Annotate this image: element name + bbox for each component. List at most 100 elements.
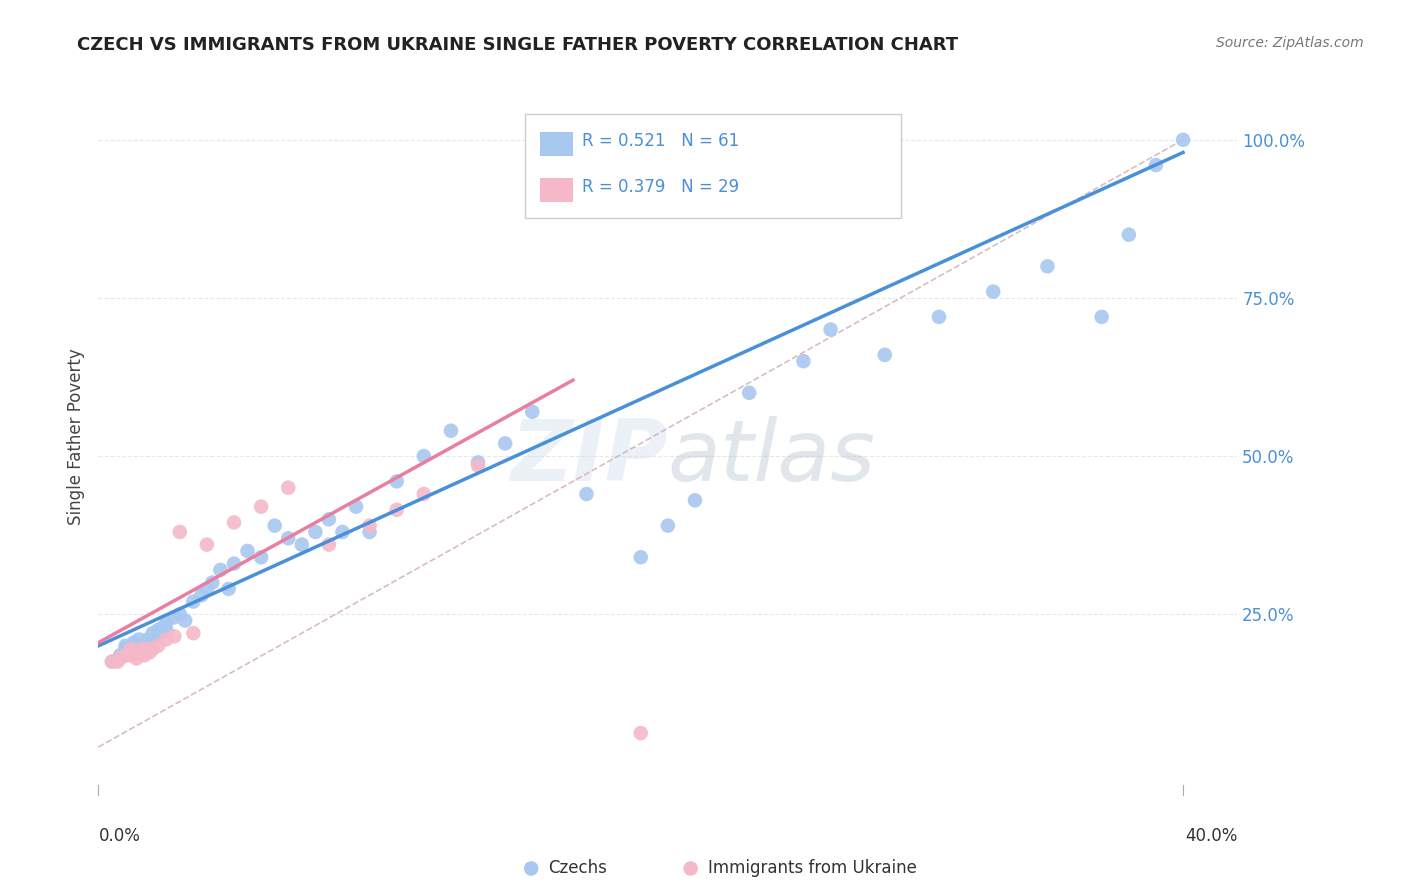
Point [928, 310, 950, 324]
Point [318, 538, 340, 552]
Point [108, 648, 131, 663]
Point [125, 651, 148, 665]
Point [101, 655, 124, 669]
Point [1118, 227, 1140, 242]
Point [218, 582, 240, 596]
Point [1118, 841, 1140, 855]
Point [250, 550, 273, 565]
Point [195, 538, 218, 552]
Point [209, 563, 232, 577]
Point [630, 726, 652, 740]
Text: R = 0.521   N = 61: R = 0.521 N = 61 [582, 132, 740, 150]
Point [142, 642, 165, 657]
Point [792, 354, 814, 368]
Point [108, 651, 131, 665]
Point [575, 487, 598, 501]
Point [820, 322, 842, 336]
Point [277, 481, 299, 495]
Point [344, 500, 367, 514]
Point [101, 655, 124, 669]
Point [114, 639, 136, 653]
Point [304, 524, 326, 539]
Point [201, 575, 224, 590]
Point [195, 582, 218, 596]
Text: 0.0%: 0.0% [98, 827, 141, 845]
Point [318, 512, 340, 526]
Text: ZIP: ZIP [510, 417, 668, 500]
Point [1091, 310, 1114, 324]
Point [277, 531, 299, 545]
Point [1171, 133, 1194, 147]
Text: Immigrants from Ukraine: Immigrants from Ukraine [707, 860, 917, 878]
FancyBboxPatch shape [526, 113, 901, 218]
Point [142, 629, 165, 643]
Point [236, 544, 259, 558]
Point [359, 518, 381, 533]
Point [136, 632, 159, 647]
Point [873, 348, 896, 362]
Point [122, 648, 145, 663]
Point [114, 648, 136, 663]
Point [131, 642, 153, 657]
FancyBboxPatch shape [540, 133, 574, 156]
Point [359, 524, 381, 539]
Point [630, 550, 652, 565]
Point [139, 645, 162, 659]
Point [155, 616, 177, 631]
Point [169, 524, 191, 539]
Point [657, 518, 679, 533]
Point [120, 642, 142, 657]
Point [981, 285, 1004, 299]
Point [131, 642, 153, 657]
Point [163, 610, 186, 624]
Text: Source: ZipAtlas.com: Source: ZipAtlas.com [1216, 36, 1364, 50]
Text: atlas: atlas [668, 417, 876, 500]
Point [467, 455, 489, 469]
Point [136, 642, 159, 657]
Point [145, 629, 167, 643]
Point [494, 436, 516, 450]
Point [114, 642, 136, 657]
FancyBboxPatch shape [540, 178, 574, 202]
Text: 40.0%: 40.0% [1185, 827, 1237, 845]
Point [412, 487, 434, 501]
Point [122, 635, 145, 649]
Point [222, 557, 245, 571]
Point [122, 645, 145, 659]
Point [467, 458, 489, 473]
Point [149, 626, 172, 640]
Text: R = 0.379   N = 29: R = 0.379 N = 29 [582, 178, 740, 195]
Point [412, 449, 434, 463]
Point [683, 493, 706, 508]
Point [332, 524, 354, 539]
Point [128, 645, 150, 659]
Point [128, 639, 150, 653]
Point [155, 623, 177, 637]
Point [440, 424, 463, 438]
Point [738, 385, 761, 400]
Y-axis label: Single Father Poverty: Single Father Poverty [66, 349, 84, 525]
Text: CZECH VS IMMIGRANTS FROM UKRAINE SINGLE FATHER POVERTY CORRELATION CHART: CZECH VS IMMIGRANTS FROM UKRAINE SINGLE … [77, 36, 959, 54]
Point [139, 639, 162, 653]
Point [163, 629, 186, 643]
Point [155, 632, 177, 647]
Point [142, 626, 165, 640]
Point [385, 503, 408, 517]
Point [152, 620, 174, 634]
Point [134, 648, 156, 663]
Point [146, 639, 169, 653]
Point [117, 648, 139, 663]
Point [222, 516, 245, 530]
Point [1036, 260, 1059, 274]
Point [385, 475, 408, 489]
Point [169, 607, 191, 622]
Point [146, 623, 169, 637]
Point [190, 588, 212, 602]
Point [128, 632, 150, 647]
Text: Czechs: Czechs [548, 860, 607, 878]
Point [120, 642, 142, 657]
Point [250, 500, 273, 514]
Point [183, 626, 205, 640]
Point [291, 538, 314, 552]
Point [174, 614, 197, 628]
